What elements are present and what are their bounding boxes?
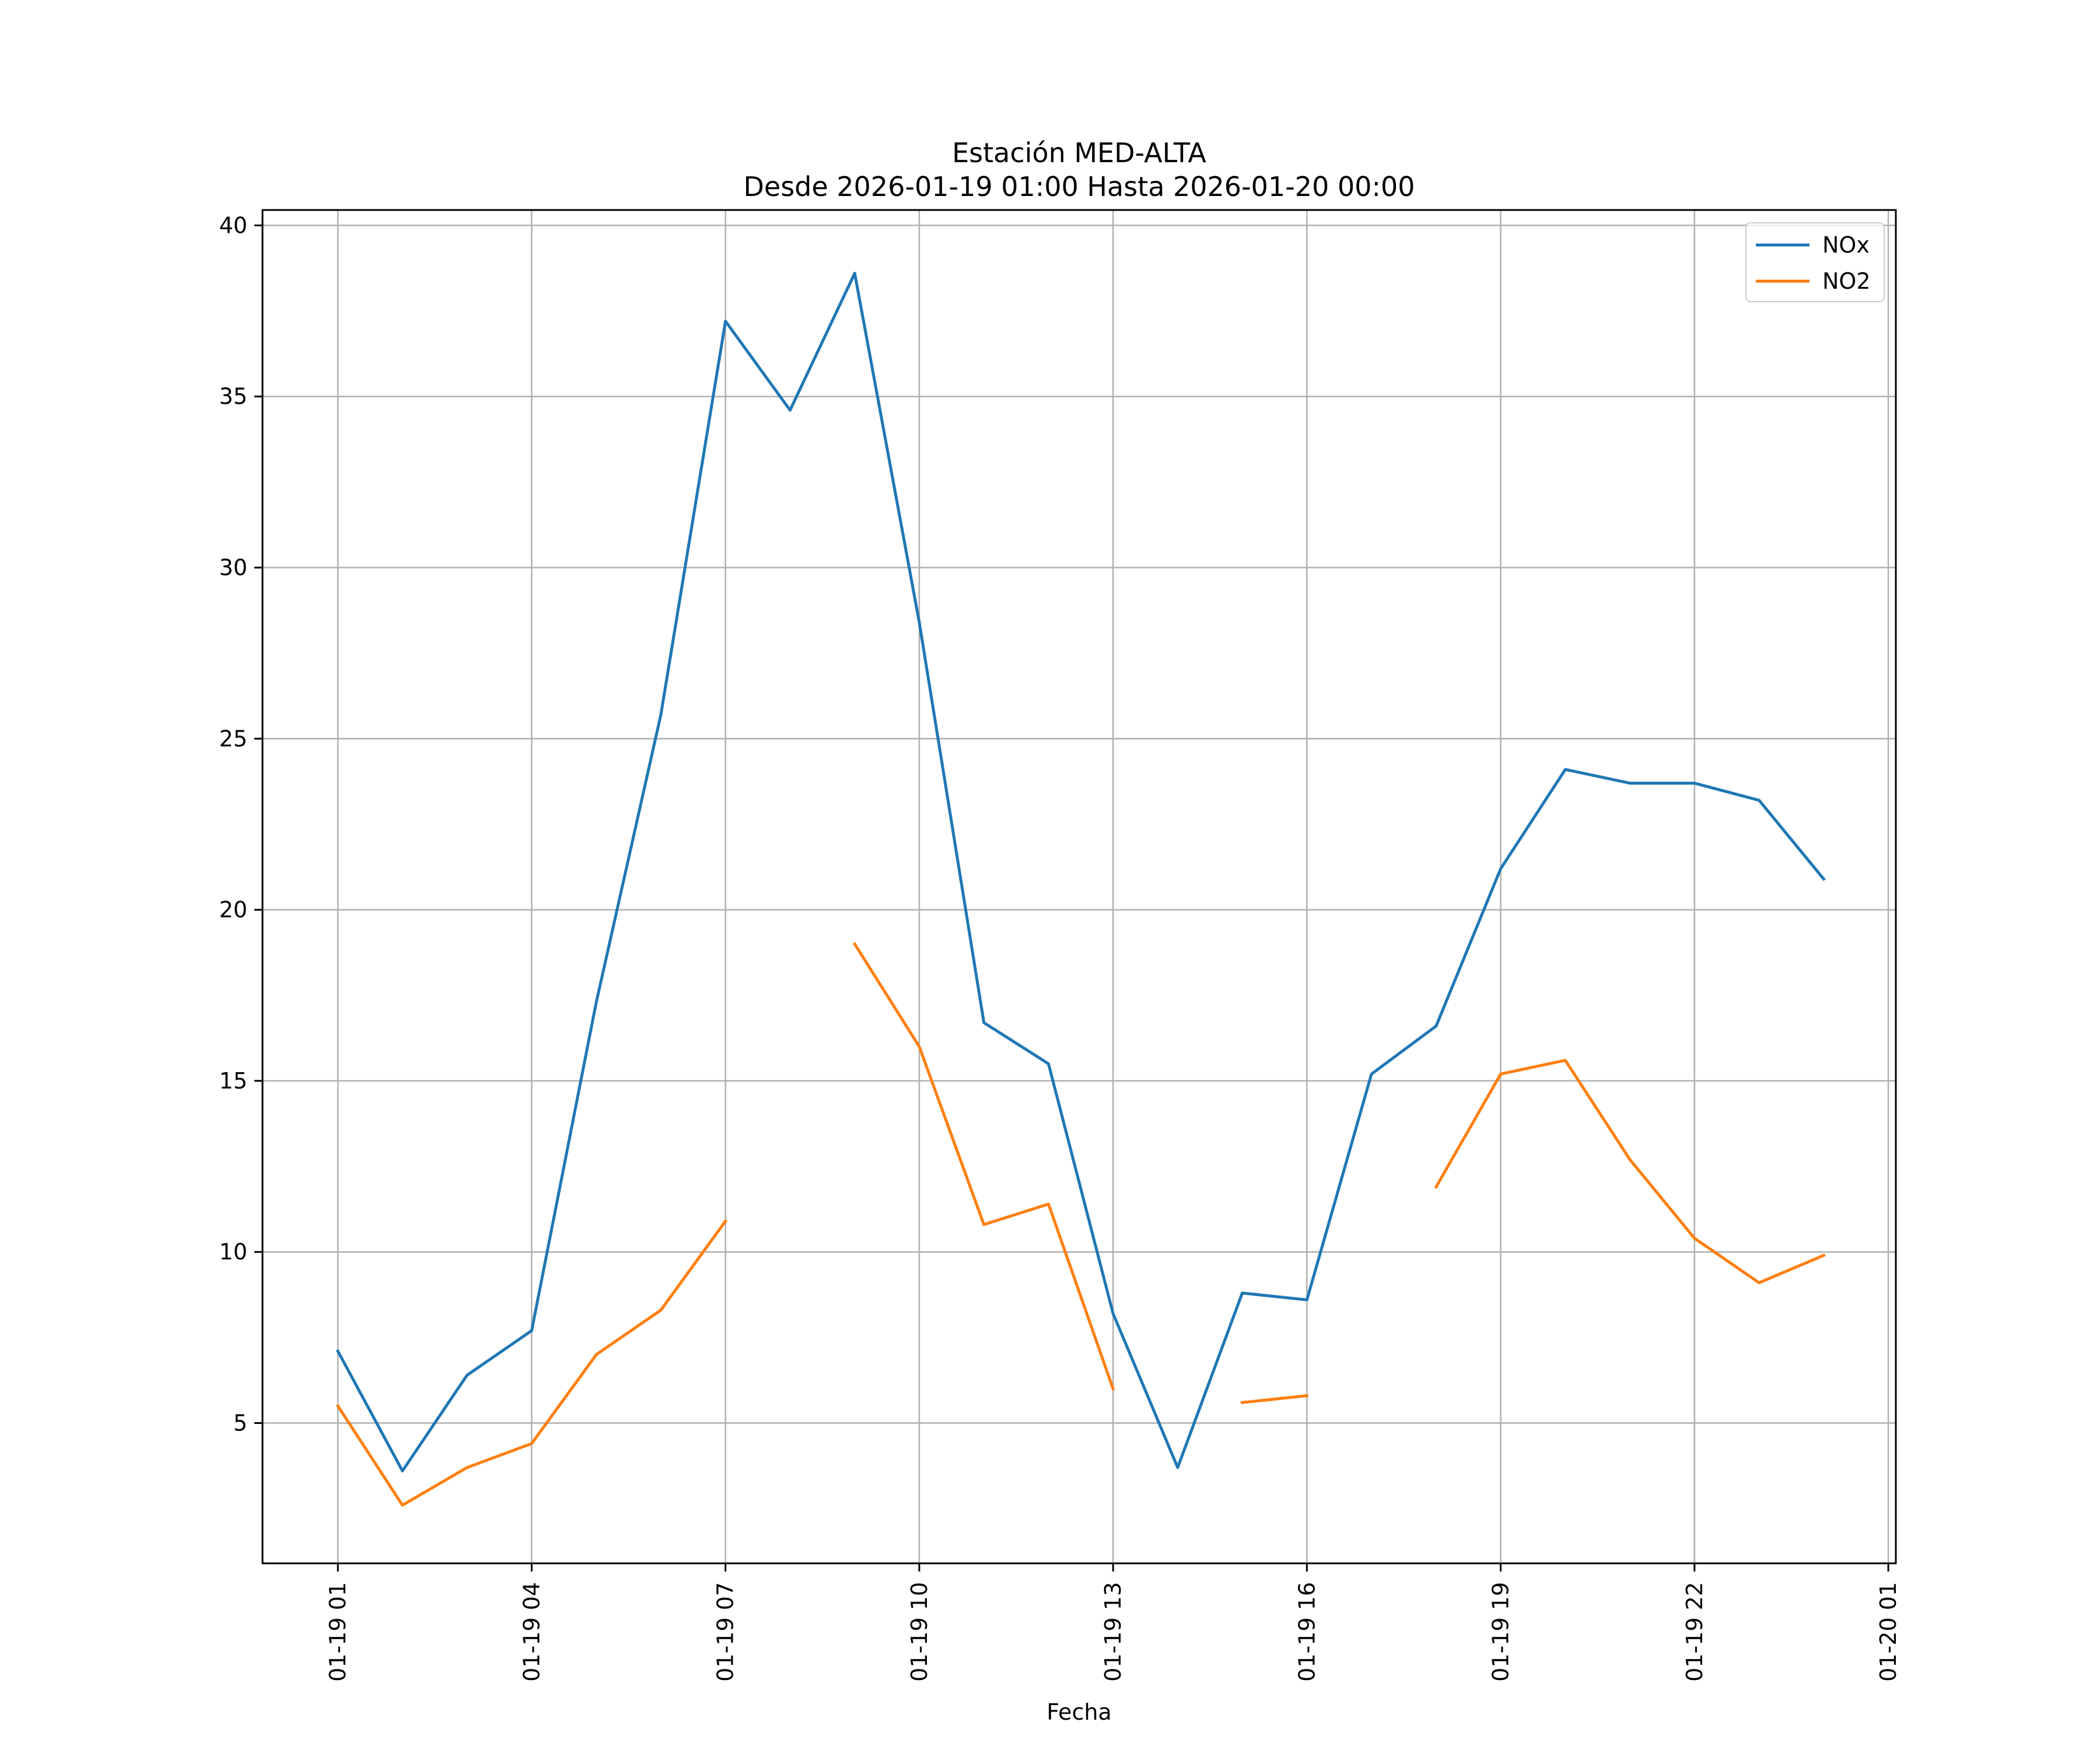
y-tick-label: 35 (219, 384, 247, 410)
y-axis: 5 10 15 20 25 30 35 40 (219, 212, 262, 1436)
series-group (335, 272, 1826, 1507)
y-tick-label: 15 (219, 1068, 247, 1094)
legend-label-no2: NO2 (1822, 268, 1871, 294)
plot-frame (261, 209, 1897, 1564)
chart-subtitle: Desde 2026-01-19 01:00 Hasta 2026-01-20 … (743, 171, 1415, 202)
y-tick-label: 25 (219, 726, 247, 751)
x-tick-label: 01-19 16 (1294, 1582, 1320, 1682)
x-tick-label: 01-19 10 (907, 1582, 932, 1682)
series-line-no2 (335, 1219, 728, 1507)
x-tick-label: 01-19 22 (1682, 1582, 1707, 1682)
x-tick-label: 01-19 13 (1100, 1582, 1126, 1682)
y-tick-label: 40 (219, 212, 247, 238)
x-tick-label: 01-19 19 (1488, 1582, 1514, 1682)
x-tick-label: 01-19 01 (325, 1582, 351, 1682)
y-tick-label: 10 (219, 1239, 247, 1265)
y-tick-label: 30 (219, 555, 247, 580)
chart-title: Estación MED-ALTA (952, 137, 1206, 169)
x-axis-label: Fecha (1046, 1699, 1111, 1725)
series-line-no2 (1434, 1059, 1826, 1284)
x-tick-label: 01-19 04 (519, 1582, 544, 1682)
grid-lines (262, 210, 1896, 1563)
series-line-nox (335, 272, 1826, 1473)
legend-label-nox: NOx (1822, 232, 1870, 258)
legend: NOx NO2 (1745, 222, 1885, 302)
y-tick-label: 20 (219, 897, 247, 923)
x-tick-label: 01-19 07 (713, 1582, 738, 1682)
series-line-no2 (1240, 1394, 1309, 1405)
series-line-no2 (852, 942, 1115, 1391)
x-tick-label: 01-20 01 (1875, 1582, 1901, 1682)
y-tick-label: 5 (233, 1410, 247, 1436)
x-axis: 01-19 01 01-19 04 01-19 07 01-19 10 01-19 13… (325, 1563, 1901, 1682)
